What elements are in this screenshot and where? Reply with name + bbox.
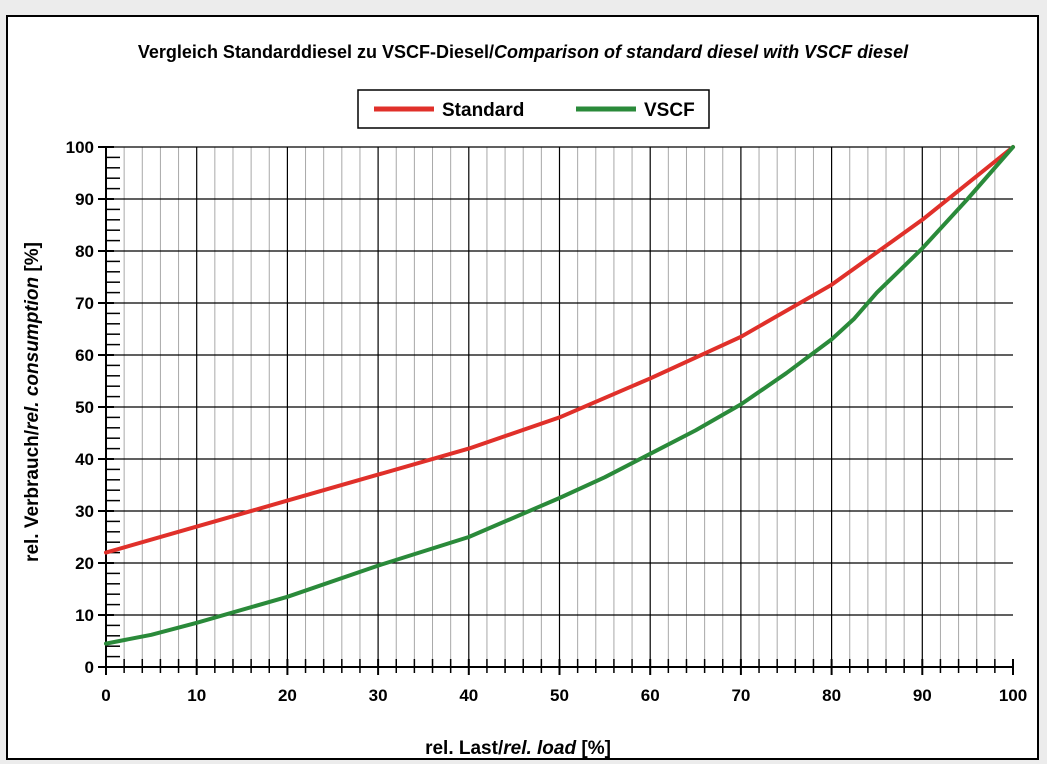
x-tick-label: 10 — [187, 686, 206, 705]
y-axis-label-italic: rel. consumption — [22, 277, 43, 430]
legend-label-vscf: VSCF — [644, 100, 695, 121]
tick-labels: 0 10 20 30 40 50 60 70 80 90 100 0 10 20 30 40 50 60 70 80 9… — [66, 138, 1028, 705]
y-tick-label: 90 — [75, 190, 94, 209]
y-axis-label-main: rel. Verbrauch/ — [22, 429, 43, 562]
x-axis-label-unit: [%] — [576, 738, 611, 759]
y-tick-label: 0 — [85, 658, 94, 677]
series-line-vscf — [104, 145, 1015, 646]
chart-title: Vergleich Standarddiesel zu VSCF-Diesel/… — [138, 42, 909, 62]
x-tick-label: 80 — [822, 686, 841, 705]
x-tick-label: 60 — [641, 686, 660, 705]
x-axis-label-main: rel. Last/ — [425, 738, 504, 759]
plot-area — [104, 145, 1015, 646]
y-tick-label: 60 — [75, 346, 94, 365]
legend: Standard VSCF — [357, 89, 710, 129]
plot-grid — [98, 146, 1014, 675]
y-tick-label: 100 — [66, 138, 94, 157]
x-axis-label: rel. Last/rel. load [%] — [425, 738, 611, 759]
chart-title-main: Vergleich Standarddiesel zu VSCF-Diesel/ — [138, 42, 494, 62]
x-tick-label: 100 — [999, 686, 1027, 705]
series-line-standard — [104, 145, 1015, 555]
chart-svg: Vergleich Standarddiesel zu VSCF-Diesel/… — [22, 42, 1028, 759]
legend-label-standard: Standard — [442, 100, 524, 121]
chart-frame: Vergleich Standarddiesel zu VSCF-Diesel/… — [6, 15, 1039, 760]
y-axis-label: rel. Verbrauch/rel. consumption [%] — [22, 242, 43, 562]
y-tick-label: 70 — [75, 294, 94, 313]
x-tick-label: 90 — [913, 686, 932, 705]
x-axis-label-italic: rel. load — [503, 738, 576, 759]
y-tick-label: 50 — [75, 398, 94, 417]
x-tick-label: 30 — [369, 686, 388, 705]
x-tick-label: 70 — [731, 686, 750, 705]
y-tick-label: 20 — [75, 554, 94, 573]
y-tick-label: 30 — [75, 502, 94, 521]
y-axis-label-unit: [%] — [22, 242, 43, 277]
x-tick-label: 40 — [459, 686, 478, 705]
y-tick-label: 80 — [75, 242, 94, 261]
y-tick-label: 10 — [75, 606, 94, 625]
y-tick-label: 40 — [75, 450, 94, 469]
x-tick-label: 0 — [101, 686, 110, 705]
chart-title-italic: Comparison of standard diesel with VSCF … — [494, 42, 909, 62]
x-tick-label: 50 — [550, 686, 569, 705]
x-tick-label: 20 — [278, 686, 297, 705]
